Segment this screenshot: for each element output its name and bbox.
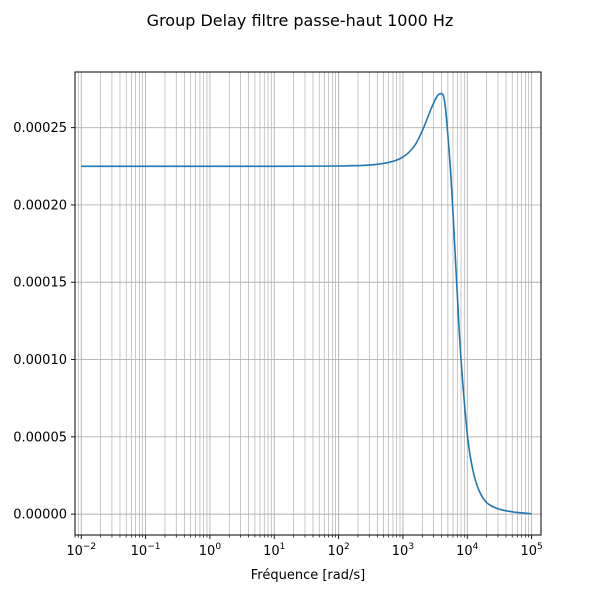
y-tick-label: 0.00010 bbox=[13, 353, 67, 368]
x-tick-label: 105 bbox=[520, 542, 542, 559]
grid-lines bbox=[74, 72, 541, 535]
y-tick-label: 0.00020 bbox=[13, 198, 67, 213]
y-tick-label: 0.00005 bbox=[13, 430, 67, 445]
x-axis-label: Fréquence [rad/s] bbox=[251, 568, 365, 583]
group-delay-line bbox=[81, 92, 532, 515]
x-tick-label: 103 bbox=[392, 542, 414, 559]
y-tick-label: 0.00000 bbox=[13, 508, 67, 523]
x-axis: 10−2 10−1 100 101 102 103 104 105 bbox=[66, 535, 543, 559]
x-tick-label: 10−2 bbox=[66, 542, 96, 559]
y-axis: 0.00000 0.00005 0.00010 0.00015 0.00020 0.000… bbox=[13, 121, 75, 523]
x-tick-label: 102 bbox=[327, 542, 349, 559]
y-tick-label: 0.00025 bbox=[13, 121, 67, 136]
x-tick-label: 10−1 bbox=[131, 542, 161, 559]
plot-frame bbox=[74, 71, 542, 536]
y-tick-label: 0.00015 bbox=[13, 276, 67, 291]
x-tick-label: 104 bbox=[456, 542, 479, 559]
chart-title: Group Delay filtre passe-haut 1000 Hz bbox=[147, 11, 454, 30]
series-layer bbox=[81, 92, 532, 515]
x-tick-label: 100 bbox=[199, 542, 222, 559]
x-tick-label: 101 bbox=[263, 542, 285, 559]
